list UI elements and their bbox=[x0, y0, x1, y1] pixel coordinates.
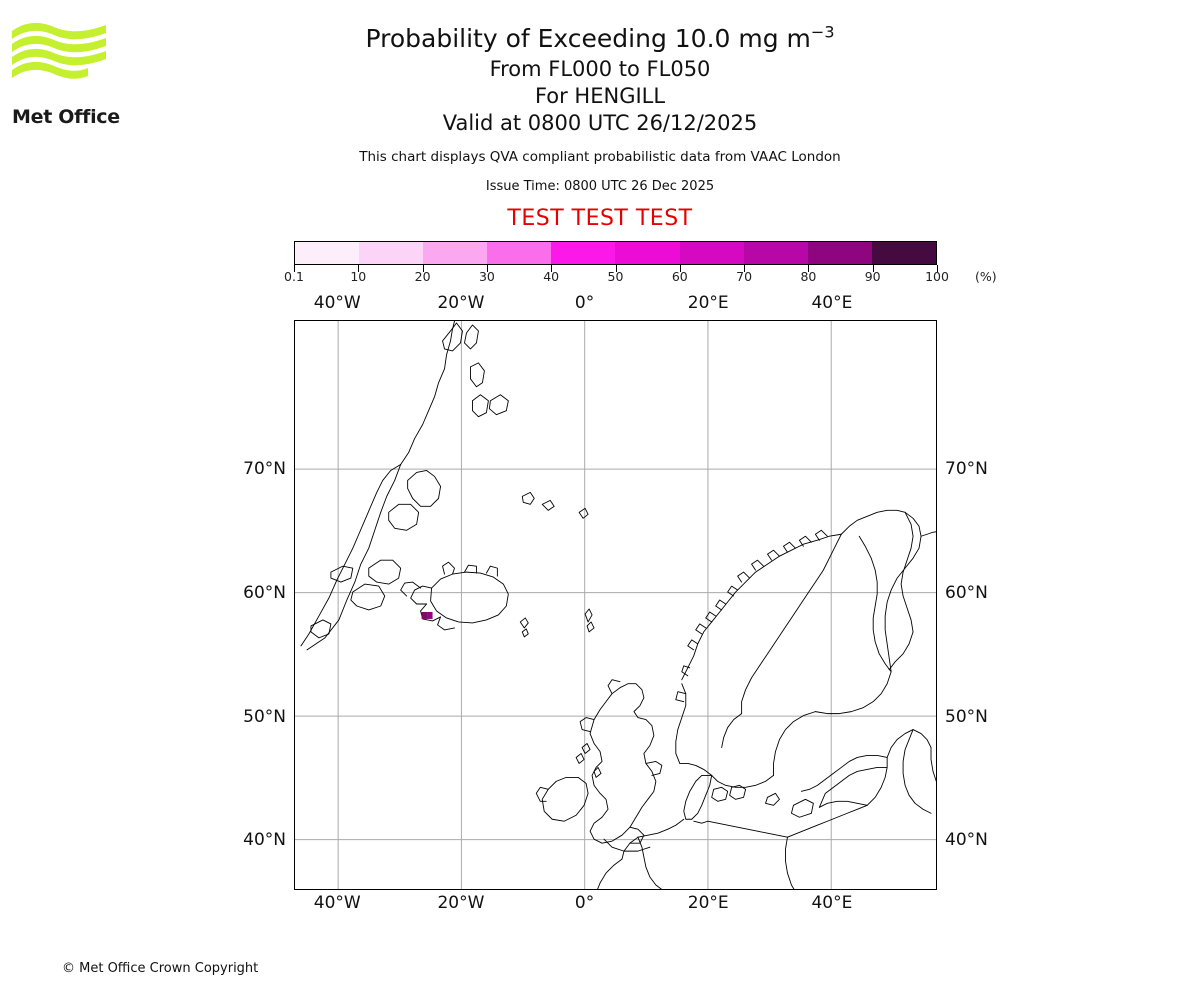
lon-label-top-0: 40°W bbox=[313, 293, 361, 313]
lon-label-top-2: 0° bbox=[574, 293, 595, 313]
lat-label-right-2: 50°N bbox=[945, 706, 988, 727]
colorbar-tick-label-9: 90 bbox=[864, 269, 881, 284]
title-block: Probability of Exceeding 10.0 mg m−3 Fro… bbox=[0, 22, 1200, 233]
issue-time: Issue Time: 0800 UTC 26 Dec 2025 bbox=[485, 179, 715, 194]
colorbar-tick-8 bbox=[808, 265, 810, 272]
colorbar-tick-7 bbox=[744, 265, 746, 272]
lon-label-bottom-2: 0° bbox=[574, 893, 595, 913]
colorbar-segment-9 bbox=[871, 242, 936, 264]
colorbar-tick-9 bbox=[872, 265, 874, 272]
hengill-plume-marker-2 bbox=[427, 611, 433, 619]
site-subtitle: For HENGILL bbox=[534, 84, 666, 108]
lat-label-right-1: 60°N bbox=[945, 582, 988, 603]
colorbar-tick-4 bbox=[551, 265, 553, 272]
valid-time-subtitle: Valid at 0800 UTC 26/12/2025 bbox=[442, 111, 758, 135]
colorbar-tick-label-0: 0.1 bbox=[284, 269, 304, 284]
colorbar-tick-2 bbox=[422, 265, 424, 272]
colorbar-tick-label-6: 60 bbox=[671, 269, 688, 284]
colorbar-tick-1 bbox=[358, 265, 360, 272]
colorbar-tick-label-3: 30 bbox=[478, 269, 495, 284]
colorbar-tick-label-10: 100 bbox=[925, 269, 949, 284]
colorbar-segment-1 bbox=[359, 242, 424, 264]
flight-level-subtitle: From FL000 to FL050 bbox=[489, 57, 711, 81]
page-title: Probability of Exceeding 10.0 mg m−3 bbox=[0, 22, 1200, 56]
colorbar-segment-0 bbox=[295, 242, 360, 264]
lon-label-bottom-0: 40°W bbox=[313, 893, 361, 913]
lat-label-left-0: 70°N bbox=[243, 458, 286, 479]
qva-note: This chart displays QVA compliant probab… bbox=[359, 149, 841, 165]
colorbar-tick-0 bbox=[294, 265, 295, 272]
colorbar-segment-5 bbox=[615, 242, 680, 264]
colorbar-tick-label-2: 20 bbox=[414, 269, 431, 284]
colorbar-tick-label-4: 40 bbox=[543, 269, 560, 284]
colorbar-unit-label: (%) bbox=[975, 269, 997, 284]
colorbar-ticks bbox=[294, 265, 938, 272]
lat-label-left-1: 60°N bbox=[243, 582, 286, 603]
lon-label-top-4: 40°E bbox=[811, 293, 853, 313]
colorbar-segment-2 bbox=[423, 242, 488, 264]
lat-label-left-2: 50°N bbox=[243, 706, 286, 727]
colorbar-tick-label-7: 70 bbox=[736, 269, 753, 284]
met-office-logo: Met Office bbox=[12, 22, 122, 127]
colorbar-segment-6 bbox=[679, 242, 744, 264]
map-coastlines bbox=[300, 321, 936, 889]
colorbar-segment-3 bbox=[487, 242, 552, 264]
colorbar-segment-8 bbox=[807, 242, 872, 264]
colorbar-tick-6 bbox=[679, 265, 681, 272]
lon-label-bottom-1: 20°W bbox=[437, 893, 485, 913]
colorbar-tick-label-8: 80 bbox=[800, 269, 817, 284]
hengill-plume-marker bbox=[421, 611, 428, 619]
colorbar-tick-label-1: 10 bbox=[350, 269, 367, 284]
probability-colorbar bbox=[294, 241, 937, 265]
page-title-text: Probability of Exceeding 10.0 mg m bbox=[365, 24, 811, 53]
lon-label-top-3: 20°E bbox=[687, 293, 729, 313]
lat-label-left-3: 40°N bbox=[243, 830, 286, 851]
colorbar-tick-10 bbox=[937, 265, 938, 272]
lat-label-right-0: 70°N bbox=[945, 458, 988, 479]
test-banner: TEST TEST TEST bbox=[507, 206, 693, 231]
lon-label-bottom-4: 40°E bbox=[811, 893, 853, 913]
lon-label-bottom-3: 20°E bbox=[687, 893, 729, 913]
logo-brand-text: Met Office bbox=[12, 106, 120, 128]
colorbar-tick-5 bbox=[615, 265, 617, 272]
map-panel[interactable] bbox=[294, 320, 937, 890]
met-office-waves-icon bbox=[12, 22, 106, 79]
copyright-text: © Met Office Crown Copyright bbox=[62, 961, 259, 976]
colorbar-tick-3 bbox=[486, 265, 488, 272]
lon-label-top-1: 20°W bbox=[437, 293, 485, 313]
colorbar-segment-7 bbox=[743, 242, 808, 264]
colorbar-tick-label-5: 50 bbox=[607, 269, 624, 284]
map-gridlines bbox=[295, 321, 936, 889]
colorbar-segment-4 bbox=[551, 242, 616, 264]
lat-label-right-3: 40°N bbox=[945, 830, 988, 851]
map-canvas bbox=[295, 321, 936, 889]
colorbar-tick-labels: 0.1 10 20 30 40 50 60 70 80 90 100 bbox=[0, 269, 1200, 287]
page-title-exponent: −3 bbox=[810, 22, 835, 42]
colorbar-swatches bbox=[294, 241, 937, 265]
